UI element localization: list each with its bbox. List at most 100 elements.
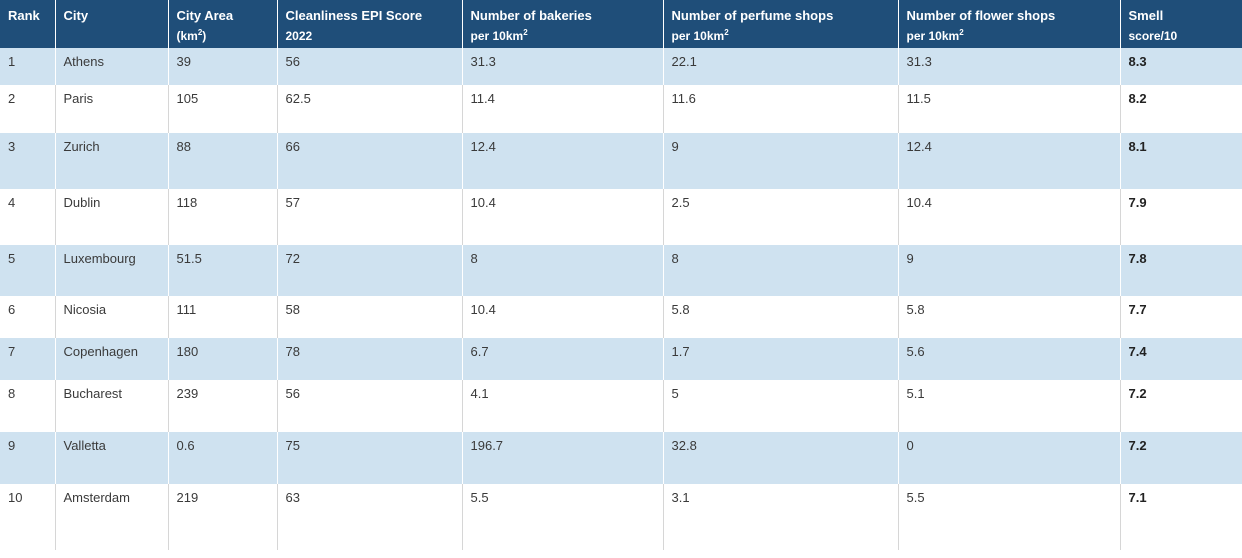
cell-cleanliness: 56	[277, 48, 463, 85]
cell-rank: 6	[0, 296, 56, 338]
header-bakeries-line2: per 10km2	[471, 26, 657, 47]
cell-rank: 2	[0, 85, 56, 133]
table-row: 1 Athens 39 56 31.3 22.1 31.3 8.3	[0, 48, 1242, 85]
cell-smell-score: 7.7	[1120, 296, 1242, 338]
header-city-label: City	[63, 8, 89, 23]
cell-perfume: 22.1	[663, 48, 899, 85]
cell-city: Copenhagen	[55, 338, 169, 380]
cell-cleanliness: 75	[277, 432, 463, 484]
cell-bakeries: 31.3	[462, 48, 664, 85]
header-rank-label: Rank	[8, 8, 40, 23]
header-city-area-unit: (km	[176, 29, 198, 43]
cell-area: 105	[168, 85, 278, 133]
header-city-area-close: )	[202, 29, 207, 43]
table-header: Rank City City Area (km2) Cleanliness EP…	[0, 0, 1242, 48]
cell-perfume: 1.7	[663, 338, 899, 380]
cell-smell-score: 7.4	[1120, 338, 1242, 380]
header-smell-line1: Smell	[1128, 8, 1164, 23]
table-row: 7 Copenhagen 180 78 6.7 1.7 5.6 7.4	[0, 338, 1242, 380]
header-perfume-line2: per 10km2	[672, 26, 892, 47]
cell-flower: 11.5	[898, 85, 1121, 133]
table-row: 10 Amsterdam 219 63 5.5 3.1 5.5 7.1	[0, 484, 1242, 550]
header-city-area-line2: (km2)	[177, 26, 271, 47]
cell-area: 39	[168, 48, 278, 85]
table-row: 6 Nicosia 111 58 10.4 5.8 5.8 7.7	[0, 296, 1242, 338]
cell-perfume: 2.5	[663, 189, 899, 245]
header-perfume-line1: Number of perfume shops	[671, 8, 834, 23]
cell-flower: 0	[898, 432, 1121, 484]
header-city-area-line1: City Area	[176, 8, 234, 23]
cell-smell-score: 7.9	[1120, 189, 1242, 245]
table-row: 4 Dublin 118 57 10.4 2.5 10.4 7.9	[0, 189, 1242, 245]
cell-city: Paris	[55, 85, 169, 133]
cell-bakeries: 6.7	[462, 338, 664, 380]
header-flower-unit: per 10km	[906, 29, 960, 43]
table-row: 5 Luxembourg 51.5 72 8 8 9 7.8	[0, 245, 1242, 296]
header-city: City	[55, 0, 169, 48]
cell-bakeries: 10.4	[462, 189, 664, 245]
header-bakeries-sup: 2	[523, 28, 528, 37]
cell-area: 118	[168, 189, 278, 245]
header-city-area: City Area (km2)	[168, 0, 278, 48]
cell-bakeries: 10.4	[462, 296, 664, 338]
header-perfume: Number of perfume shops per 10km2	[663, 0, 899, 48]
cell-bakeries: 196.7	[462, 432, 664, 484]
cell-area: 0.6	[168, 432, 278, 484]
cell-city: Valletta	[55, 432, 169, 484]
header-row: Rank City City Area (km2) Cleanliness EP…	[0, 0, 1242, 48]
cell-rank: 10	[0, 484, 56, 550]
cell-rank: 8	[0, 380, 56, 432]
cell-perfume: 5.8	[663, 296, 899, 338]
cell-area: 180	[168, 338, 278, 380]
cell-rank: 4	[0, 189, 56, 245]
cell-cleanliness: 57	[277, 189, 463, 245]
cell-area: 111	[168, 296, 278, 338]
cell-bakeries: 11.4	[462, 85, 664, 133]
cell-city: Nicosia	[55, 296, 169, 338]
cell-cleanliness: 58	[277, 296, 463, 338]
header-cleanliness-line1: Cleanliness EPI Score	[285, 8, 423, 23]
cell-cleanliness: 63	[277, 484, 463, 550]
cell-perfume: 5	[663, 380, 899, 432]
cell-city: Athens	[55, 48, 169, 85]
cell-bakeries: 5.5	[462, 484, 664, 550]
cell-smell-score: 8.1	[1120, 133, 1242, 189]
cell-flower: 5.5	[898, 484, 1121, 550]
cell-area: 88	[168, 133, 278, 189]
cell-rank: 7	[0, 338, 56, 380]
cell-rank: 5	[0, 245, 56, 296]
table-row: 3 Zurich 88 66 12.4 9 12.4 8.1	[0, 133, 1242, 189]
cell-smell-score: 7.2	[1120, 432, 1242, 484]
cell-perfume: 8	[663, 245, 899, 296]
header-flower-sup: 2	[959, 28, 964, 37]
cell-smell-score: 8.3	[1120, 48, 1242, 85]
cell-cleanliness: 62.5	[277, 85, 463, 133]
cell-flower: 12.4	[898, 133, 1121, 189]
cell-flower: 5.8	[898, 296, 1121, 338]
table-body: 1 Athens 39 56 31.3 22.1 31.3 8.3 2 Pari…	[0, 48, 1242, 550]
header-cleanliness-line2: 2022	[285, 29, 313, 43]
cell-rank: 9	[0, 432, 56, 484]
header-perfume-unit: per 10km	[671, 29, 725, 43]
cell-cleanliness: 72	[277, 245, 463, 296]
cell-cleanliness: 56	[277, 380, 463, 432]
header-smell: Smell score/10	[1120, 0, 1242, 48]
header-perfume-sup: 2	[724, 28, 729, 37]
table-row: 2 Paris 105 62.5 11.4 11.6 11.5 8.2	[0, 85, 1242, 133]
cell-perfume: 11.6	[663, 85, 899, 133]
cell-bakeries: 4.1	[462, 380, 664, 432]
header-bakeries-line1: Number of bakeries	[470, 8, 592, 23]
cell-bakeries: 8	[462, 245, 664, 296]
header-flower: Number of flower shops per 10km2	[898, 0, 1121, 48]
cell-flower: 5.1	[898, 380, 1121, 432]
header-flower-line2: per 10km2	[907, 26, 1114, 47]
header-bakeries: Number of bakeries per 10km2	[462, 0, 664, 48]
cell-bakeries: 12.4	[462, 133, 664, 189]
cell-city: Dublin	[55, 189, 169, 245]
cell-flower: 31.3	[898, 48, 1121, 85]
table-row: 8 Bucharest 239 56 4.1 5 5.1 7.2	[0, 380, 1242, 432]
header-city-area-sup: 2	[197, 28, 203, 37]
cell-flower: 10.4	[898, 189, 1121, 245]
cell-flower: 9	[898, 245, 1121, 296]
